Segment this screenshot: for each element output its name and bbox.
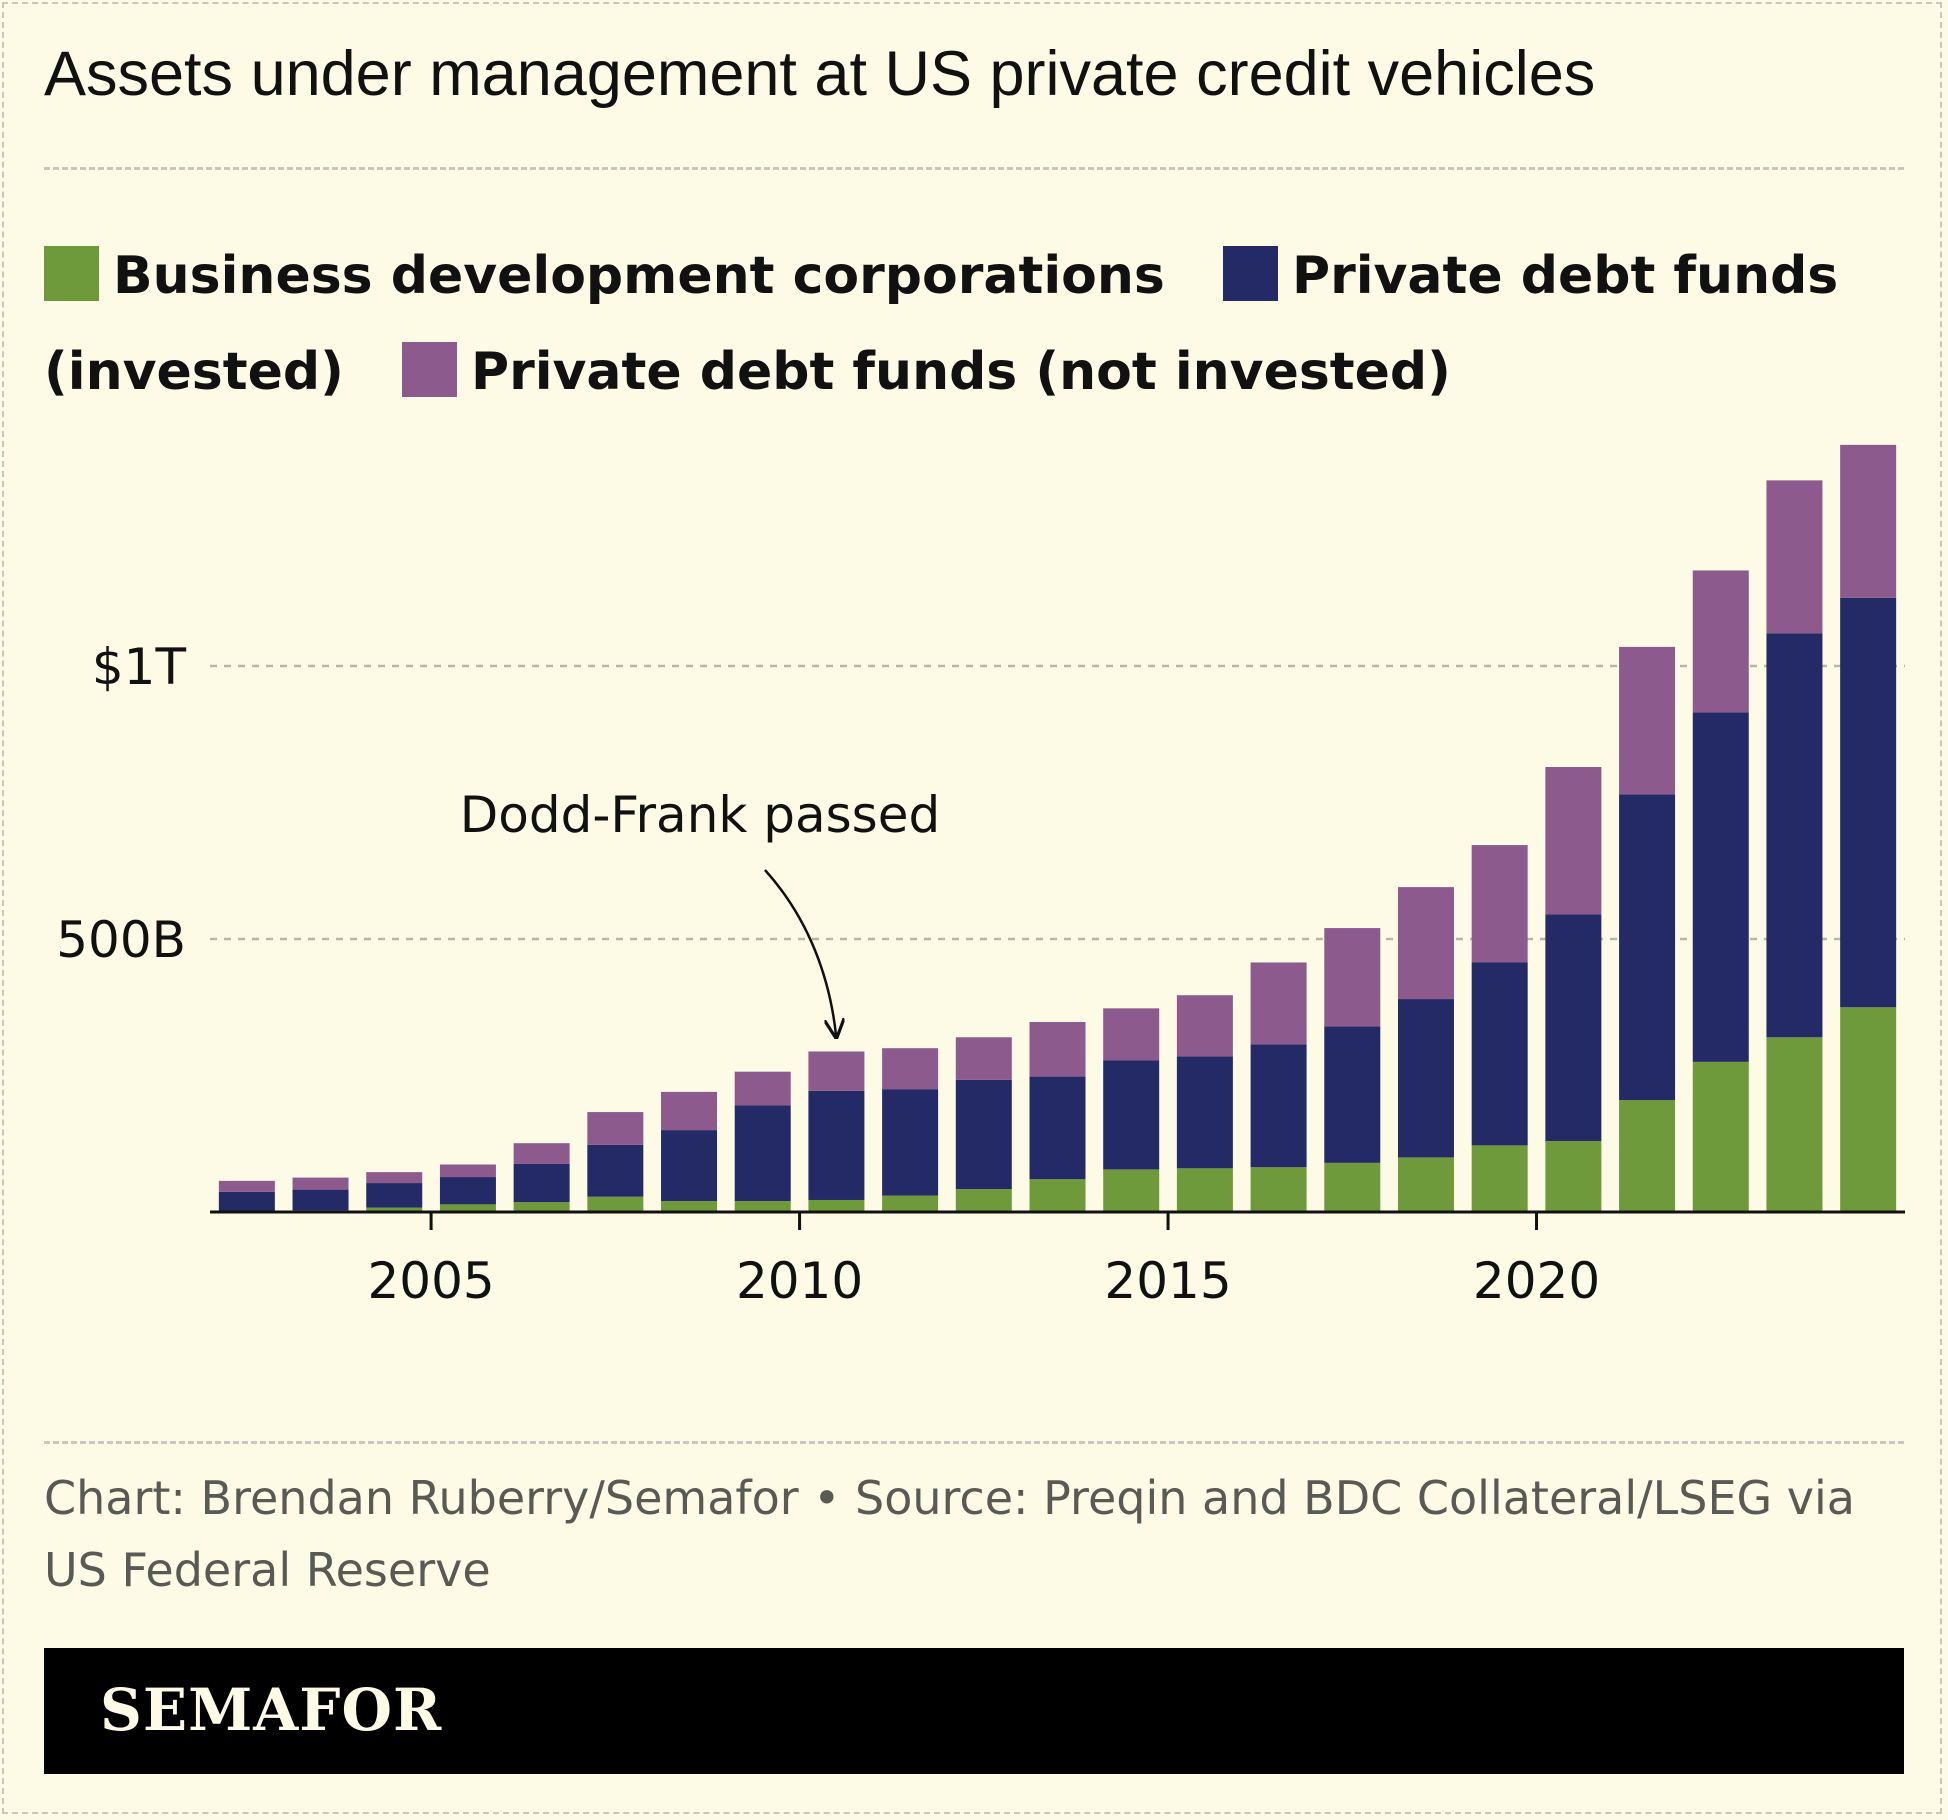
bar-2018-series-2 [1397, 887, 1454, 1000]
x-tick-label: 2010 [736, 1252, 863, 1310]
bar-2024-series-2 [1840, 444, 1897, 598]
annotation-label: Dodd-Frank passed [460, 786, 940, 844]
bar-2014-series-0 [1103, 1169, 1160, 1212]
title-divider [44, 167, 1904, 170]
bar-2007-series-0 [587, 1196, 644, 1212]
bar-2022-series-0 [1692, 1061, 1749, 1212]
legend-swatch-invested [1222, 246, 1278, 301]
bar-2009-series-2 [734, 1071, 791, 1106]
bar-2010-series-1 [808, 1090, 865, 1200]
bar-2002-series-2 [218, 1180, 275, 1192]
bar-2013-series-2 [1029, 1021, 1086, 1077]
legend-item-invested: Private debt funds (invested) [44, 246, 1838, 402]
bar-chart: 500B $1T 2005 2010 2015 2020 Dodd-Frank pass… [56, 444, 1905, 1310]
bar-2012-series-2 [955, 1037, 1012, 1080]
legend-label-not-invested: Private debt funds (not invested) [470, 342, 1451, 402]
bar-2014-series-1 [1103, 1060, 1160, 1170]
bar-2002-series-1 [218, 1191, 275, 1211]
bar-2011-series-0 [882, 1195, 939, 1212]
bar-2005-series-1 [439, 1177, 496, 1205]
annotation: Dodd-Frank passed [460, 786, 940, 1035]
bar-2010-series-2 [808, 1051, 865, 1091]
x-tick-label: 2005 [367, 1252, 494, 1310]
bar-2018-series-1 [1397, 999, 1454, 1158]
footer-divider [44, 1441, 1904, 1444]
bar-2003-series-2 [292, 1177, 349, 1190]
bar-2017-series-1 [1324, 1026, 1381, 1163]
source-note: Chart: Brendan Ruberry/Semafor • Source:… [44, 1471, 1855, 1597]
chart-title: Assets under management at US private cr… [44, 39, 1596, 109]
bar-2022-series-2 [1692, 570, 1749, 713]
bar-2018-series-0 [1397, 1157, 1454, 1212]
bar-2017-series-2 [1324, 928, 1381, 1027]
bar-2011-series-2 [882, 1048, 939, 1090]
bar-2023-series-0 [1766, 1037, 1823, 1212]
bar-2024-series-0 [1840, 1007, 1897, 1212]
bar-2023-series-1 [1766, 633, 1823, 1038]
bar-2015-series-0 [1176, 1168, 1233, 1212]
bar-2020-series-2 [1545, 767, 1602, 915]
bar-2022-series-1 [1692, 712, 1749, 1062]
legend-swatch-bdc [44, 246, 99, 301]
bar-2008-series-0 [661, 1201, 718, 1212]
bar-2014-series-2 [1103, 1008, 1160, 1061]
bar-2016-series-2 [1250, 962, 1307, 1045]
bar-2023-series-2 [1766, 480, 1823, 634]
y-tick-label: $1T [92, 638, 187, 696]
bar-2012-series-1 [955, 1079, 1012, 1190]
y-tick-label: 500B [56, 911, 186, 969]
bar-2012-series-0 [955, 1189, 1012, 1212]
brand-logo: SEMAFOR [100, 1676, 443, 1744]
bar-2004-series-0 [366, 1207, 423, 1212]
bar-2020-series-0 [1545, 1141, 1602, 1212]
legend-item-not-invested: Private debt funds (not invested) [401, 342, 1451, 402]
legend-label-bdc: Business development corporations [113, 246, 1165, 306]
bar-2015-series-2 [1176, 995, 1233, 1057]
bar-2006-series-2 [513, 1143, 570, 1164]
bar-2021-series-0 [1619, 1100, 1676, 1212]
bar-2021-series-2 [1619, 646, 1676, 795]
annotation-arrow [764, 869, 836, 1035]
bar-2016-series-1 [1250, 1044, 1307, 1168]
legend-label-invested: Private debt funds (invested) [44, 246, 1839, 402]
bar-2008-series-1 [661, 1130, 718, 1202]
bar-2019-series-0 [1471, 1145, 1528, 1212]
bar-2017-series-0 [1324, 1162, 1381, 1212]
bar-2009-series-0 [734, 1201, 791, 1212]
bars [218, 444, 1897, 1212]
bar-2008-series-2 [661, 1091, 718, 1131]
bar-2020-series-1 [1545, 914, 1602, 1142]
bar-2006-series-1 [513, 1163, 570, 1203]
bar-2011-series-1 [882, 1089, 939, 1196]
bar-2013-series-0 [1029, 1179, 1086, 1212]
bar-2007-series-1 [587, 1144, 644, 1197]
bar-2006-series-0 [513, 1202, 570, 1212]
bar-2004-series-2 [366, 1172, 423, 1184]
bar-2005-series-2 [439, 1164, 496, 1178]
x-tick-label: 2015 [1104, 1252, 1231, 1310]
bar-2003-series-1 [292, 1189, 349, 1211]
bar-2010-series-0 [808, 1199, 865, 1212]
legend-item-bdc: Business development corporations [44, 246, 1165, 306]
bar-2021-series-1 [1619, 794, 1676, 1101]
bar-2019-series-1 [1471, 962, 1528, 1146]
footer-bar: SEMAFOR [44, 1648, 1904, 1774]
legend: Business development corporations Privat… [44, 228, 1904, 420]
x-tick-label: 2020 [1473, 1252, 1600, 1310]
gridlines: 500B $1T [56, 638, 1905, 969]
bar-2005-series-0 [439, 1204, 496, 1212]
bar-2016-series-0 [1250, 1167, 1307, 1212]
bar-2004-series-1 [366, 1183, 423, 1208]
legend-swatch-not-invested [401, 342, 457, 397]
axes: 2005 2010 2015 2020 [210, 1210, 1905, 1310]
bar-2007-series-2 [587, 1112, 644, 1145]
bar-2013-series-1 [1029, 1076, 1086, 1180]
bar-2019-series-2 [1471, 845, 1528, 963]
bar-2024-series-1 [1840, 597, 1897, 1008]
bar-2015-series-1 [1176, 1056, 1233, 1169]
bar-2009-series-1 [734, 1105, 791, 1202]
